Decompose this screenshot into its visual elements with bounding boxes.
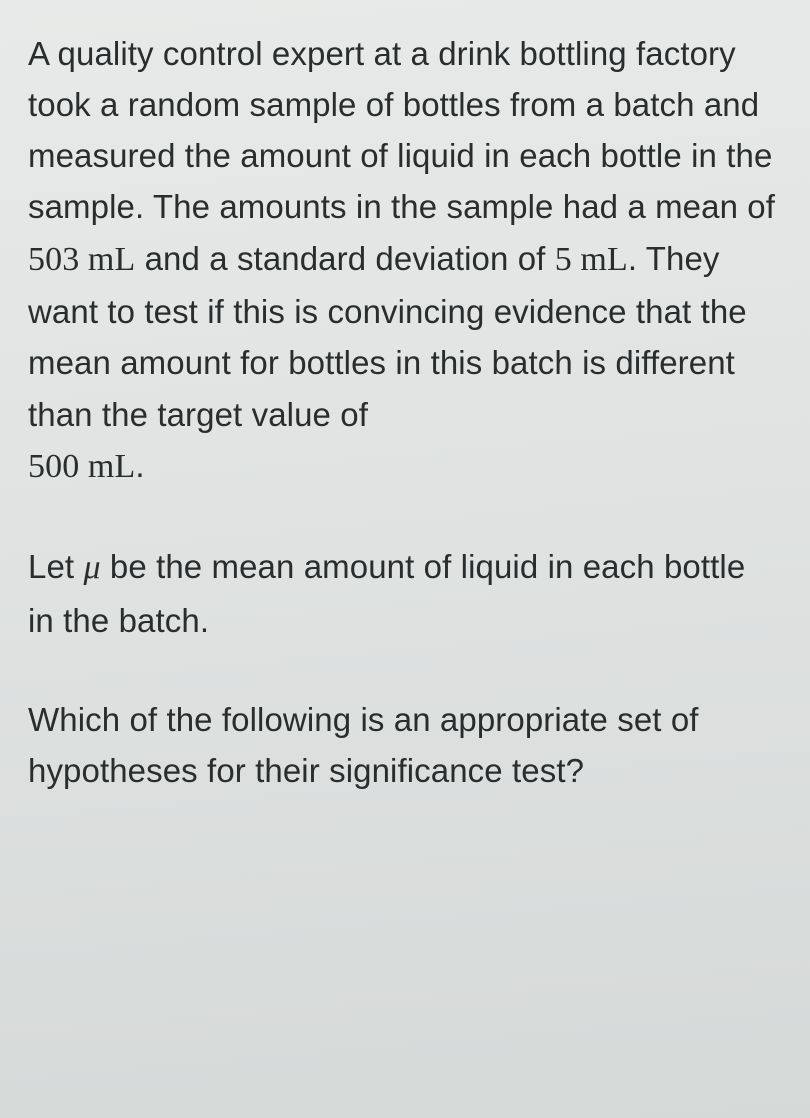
- mu-definition: Let μ be the mean amount of liquid in ea…: [28, 541, 778, 646]
- question-block: Which of the following is an appropriate…: [28, 694, 778, 796]
- mean-unit: mL: [79, 241, 135, 278]
- text-segment: Let: [28, 548, 83, 585]
- target-unit: mL: [79, 448, 135, 485]
- text-segment: be the mean amount of liquid in each bot…: [28, 548, 745, 639]
- target-value: 500: [28, 448, 79, 485]
- sd-value: 5: [555, 241, 572, 278]
- text-segment: A quality control expert at a drink bott…: [28, 35, 775, 225]
- mu-symbol: μ: [83, 549, 100, 586]
- page: A quality control expert at a drink bott…: [0, 0, 810, 1118]
- question-text: Which of the following is an appropriate…: [28, 694, 778, 796]
- problem-statement: A quality control expert at a drink bott…: [28, 28, 778, 493]
- text-segment: .: [135, 447, 144, 484]
- text-segment: and a standard deviation of: [135, 240, 554, 277]
- mean-value: 503: [28, 241, 79, 278]
- sd-unit: mL: [572, 241, 628, 278]
